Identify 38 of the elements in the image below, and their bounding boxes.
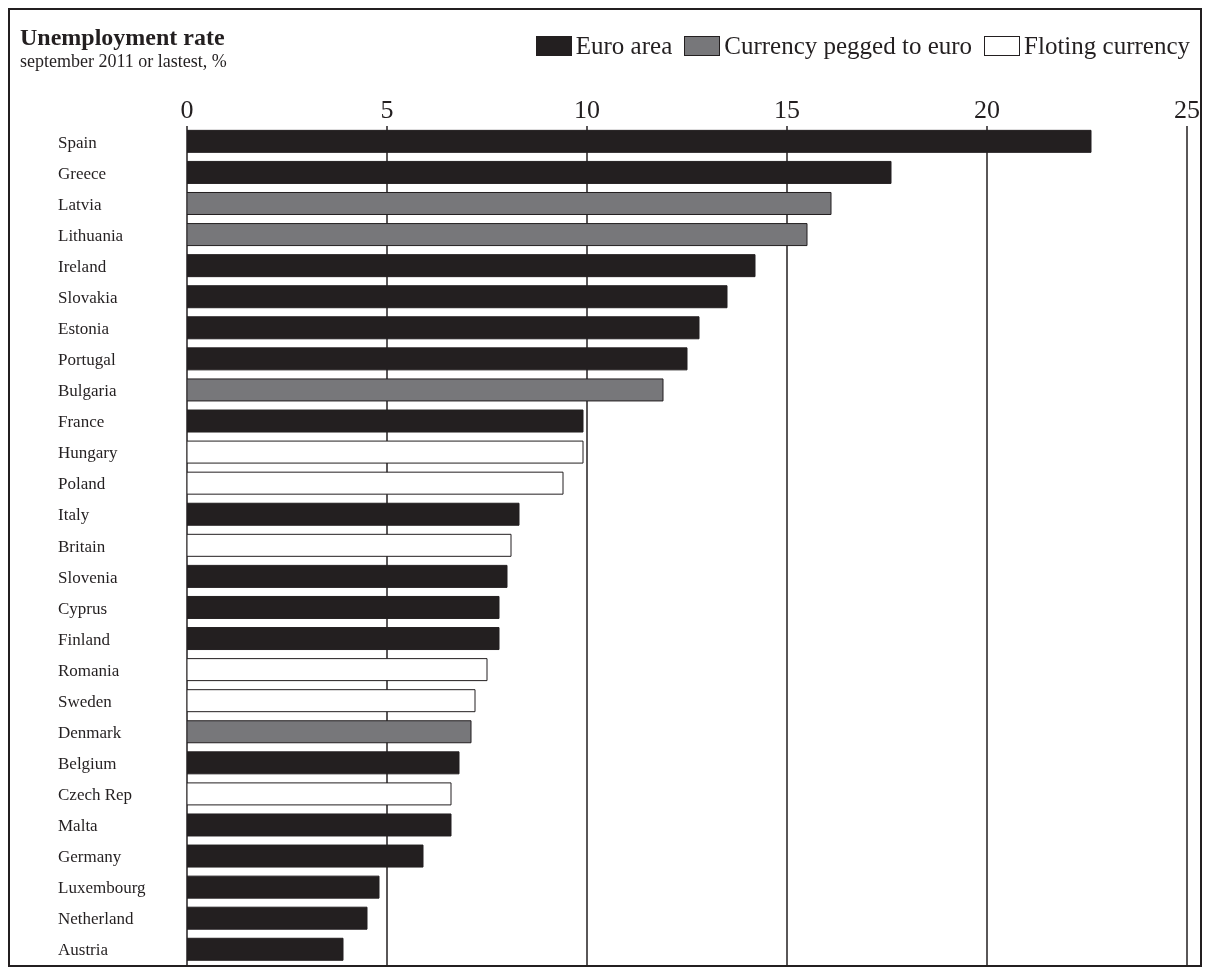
y-tick-label: Hungary bbox=[58, 443, 118, 463]
x-tick-label: 20 bbox=[974, 95, 1000, 124]
y-tick-label: Bulgaria bbox=[58, 381, 117, 401]
legend-label: Euro area bbox=[575, 32, 673, 60]
y-tick-label: Spain bbox=[58, 132, 98, 152]
y-tick-label: Austria bbox=[58, 940, 109, 960]
x-tick-label: 0 bbox=[180, 95, 194, 124]
chart-subtitle: september 2011 or lastest, % bbox=[20, 51, 227, 72]
y-tick-label: Romania bbox=[58, 660, 120, 680]
y-tick-label: Malta bbox=[58, 816, 99, 836]
y-tick-label: Italy bbox=[58, 505, 90, 525]
y-tick-label: Czech Rep bbox=[58, 785, 133, 805]
y-tick-label: Latvia bbox=[58, 194, 102, 214]
y-tick-label: Greece bbox=[58, 163, 107, 183]
y-tick-label: Lithuania bbox=[58, 225, 124, 245]
y-tick-label: Luxembourg bbox=[58, 878, 147, 898]
x-tick-label: 25 bbox=[1174, 95, 1200, 124]
legend-label: Currency pegged to euro bbox=[724, 32, 973, 60]
y-tick-label: Cyprus bbox=[58, 598, 108, 618]
y-tick-label: Britain bbox=[58, 536, 106, 556]
y-tick-label: Slovenia bbox=[58, 567, 118, 587]
y-tick-label: Slovakia bbox=[58, 287, 118, 307]
chart-title: Unemployment rate bbox=[20, 24, 226, 51]
y-tick-label: Poland bbox=[58, 474, 106, 494]
y-tick-label: Estonia bbox=[58, 318, 110, 338]
y-tick-label: Germany bbox=[58, 847, 122, 867]
x-tick-label: 10 bbox=[574, 95, 600, 124]
x-tick-label: 15 bbox=[774, 95, 800, 124]
y-tick-label: France bbox=[58, 412, 105, 432]
y-tick-label: Portugal bbox=[58, 350, 116, 370]
y-tick-label: Sweden bbox=[58, 691, 113, 711]
y-tick-label: Belgium bbox=[58, 754, 117, 774]
y-tick-label: Ireland bbox=[58, 256, 107, 276]
legend-label: Floting currency bbox=[1024, 32, 1190, 60]
y-tick-label: Denmark bbox=[58, 722, 122, 742]
x-tick-label: 5 bbox=[380, 95, 394, 124]
y-tick-label: Netherland bbox=[58, 909, 135, 929]
y-tick-label: Finland bbox=[58, 629, 111, 649]
